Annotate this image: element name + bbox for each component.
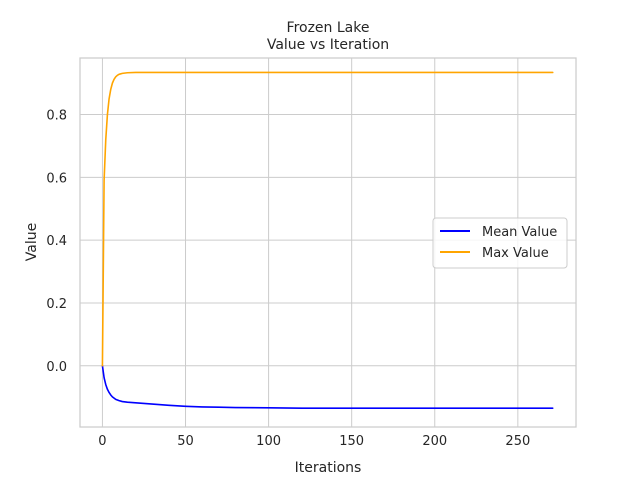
- legend: Mean Value Max Value: [432, 217, 568, 269]
- legend-label-max-value: Max Value: [482, 246, 549, 261]
- x-tick-label: 100: [256, 434, 281, 449]
- y-axis-label: Value: [24, 223, 40, 261]
- x-tick-label: 150: [339, 434, 364, 449]
- y-tick-label: 0.8: [46, 109, 67, 124]
- y-tick-label: 0.6: [46, 171, 67, 186]
- y-tick-label: 0.4: [46, 234, 67, 249]
- y-tick-label: 0.0: [46, 360, 67, 375]
- series-lines: [101, 71, 554, 409]
- legend-label-mean-value: Mean Value: [482, 225, 557, 240]
- series-line-max-value: [101, 71, 554, 367]
- x-tick-label: 200: [422, 434, 447, 449]
- series-line-mean-value: [101, 364, 554, 409]
- y-tick-label: 0.2: [46, 297, 67, 312]
- chart-title: Frozen Lake: [287, 20, 370, 36]
- x-tick-label: 250: [505, 434, 530, 449]
- x-tick-label: 50: [177, 434, 194, 449]
- tick-labels: 0 50 100 150 200 250 0.0 0.2 0.4 0.6 0.8: [46, 109, 530, 449]
- chart-subtitle: Value vs Iteration: [267, 37, 389, 53]
- x-tick-label: 0: [98, 434, 106, 449]
- x-axis-label: Iterations: [295, 460, 362, 476]
